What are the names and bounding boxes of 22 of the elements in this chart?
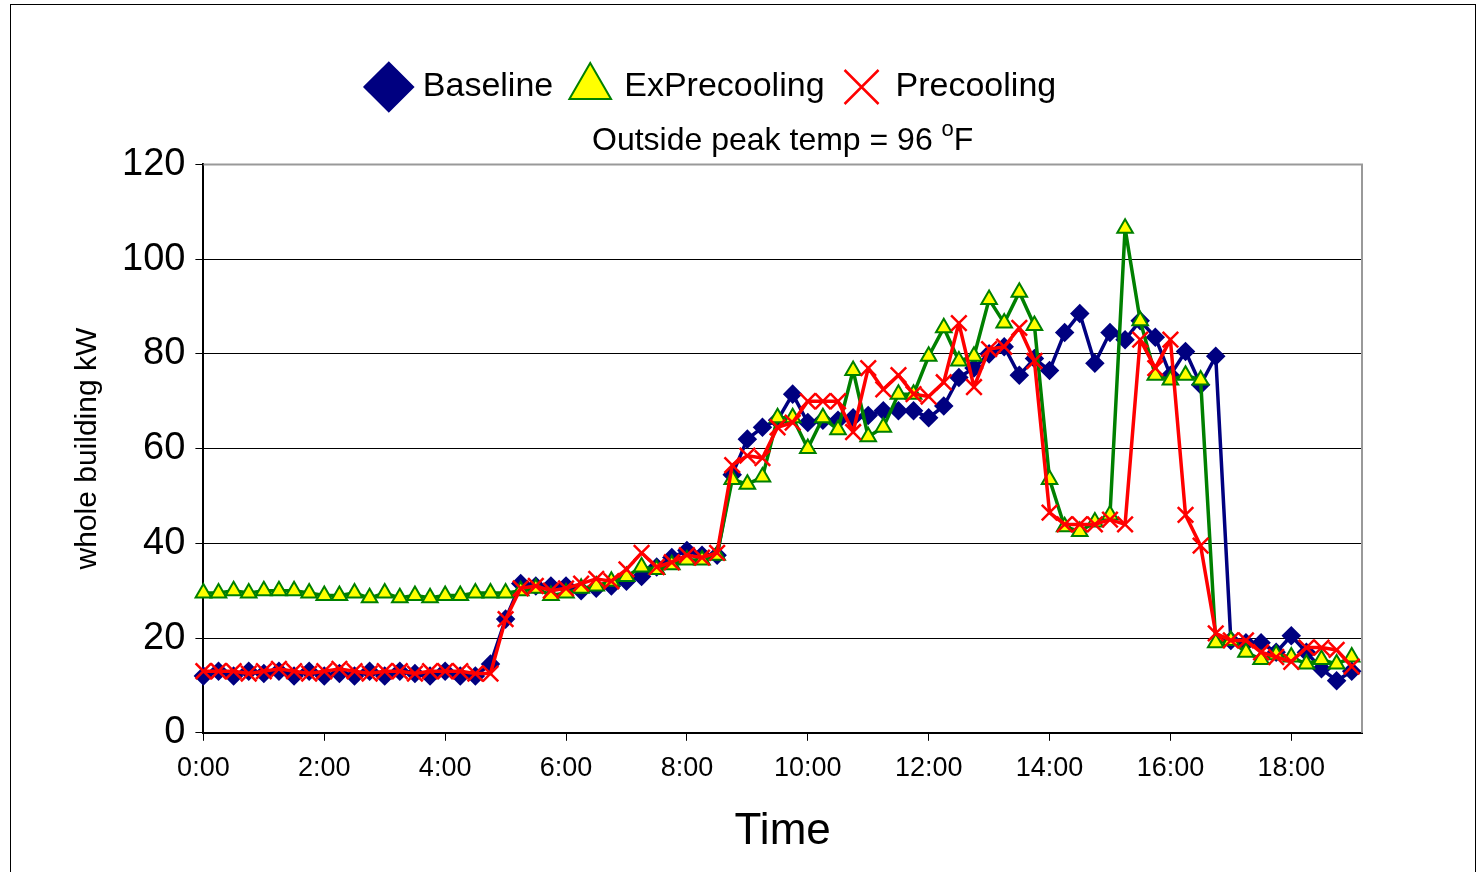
x-tick-label: 16:00 xyxy=(1136,752,1205,783)
y-tick-label: 120 xyxy=(122,140,186,183)
y-axis-title: whole building kW xyxy=(69,327,103,571)
y-tick-label: 80 xyxy=(143,330,186,373)
x-tick-label: 0:00 xyxy=(177,752,230,783)
y-tick-label: 100 xyxy=(122,235,186,278)
x-tick-label: 12:00 xyxy=(894,752,963,783)
x-axis-title: Time xyxy=(734,803,831,853)
x-tick-label: 8:00 xyxy=(660,752,714,783)
y-tick-label: 40 xyxy=(143,519,186,562)
x-tick-label: 4:00 xyxy=(418,752,472,783)
x-tick-label: 18:00 xyxy=(1257,752,1326,783)
legend-label: ExPrecooling xyxy=(624,65,825,104)
x-tick-label: 6:00 xyxy=(539,752,593,783)
x-tick-label: 10:00 xyxy=(773,752,842,783)
legend-label: Baseline xyxy=(422,65,554,104)
x-tick-label: 2:00 xyxy=(298,752,351,783)
y-tick-label: 20 xyxy=(143,614,186,657)
y-tick-label: 60 xyxy=(143,425,186,468)
legend-label: Precooling xyxy=(895,65,1057,104)
x-tick-label: 14:00 xyxy=(1015,752,1084,783)
y-tick-label: 0 xyxy=(164,709,186,752)
